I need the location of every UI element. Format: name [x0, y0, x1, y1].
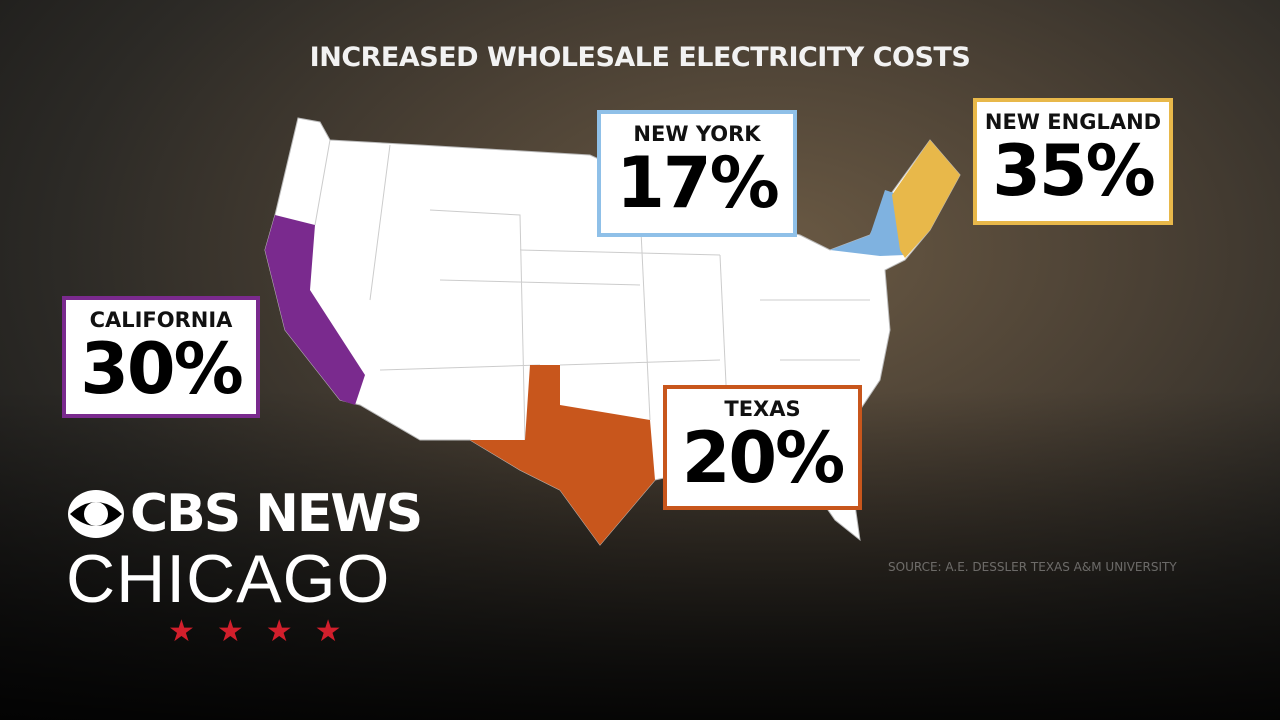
california-region [265, 215, 365, 405]
california-box: CALIFORNIA 30% [62, 296, 260, 418]
region-value: 30% [80, 328, 244, 410]
state-lines [314, 139, 870, 471]
region-value: 20% [681, 417, 846, 499]
city-name: CHICAGO [66, 541, 391, 617]
cbs-eye [68, 490, 124, 538]
region-name: NEW YORK [633, 122, 761, 146]
station-logo: CBS NEWS CHICAGO ★★★★ [66, 484, 423, 649]
region-value: 35% [992, 130, 1156, 212]
new-england-box: NEW ENGLAND 35% [973, 98, 1173, 225]
region-name: CALIFORNIA [89, 308, 233, 332]
source-note: SOURCE: A.E. DESSLER TEXAS A&M UNIVERSIT… [888, 560, 1177, 574]
new-york-box: NEW YORK 17% [597, 110, 797, 237]
new-york-region [830, 190, 905, 256]
texas-region [470, 365, 655, 545]
network-name: CBS NEWS [130, 484, 423, 544]
new-england-region [892, 140, 960, 258]
region-name: NEW ENGLAND [984, 110, 1162, 134]
texas-box: TEXAS 20% [663, 385, 862, 510]
region-name: TEXAS [724, 397, 801, 421]
region-value: 17% [616, 142, 780, 224]
title: INCREASED WHOLESALE ELECTRICITY COSTS [309, 42, 971, 73]
stars: ★★★★ [168, 614, 364, 649]
